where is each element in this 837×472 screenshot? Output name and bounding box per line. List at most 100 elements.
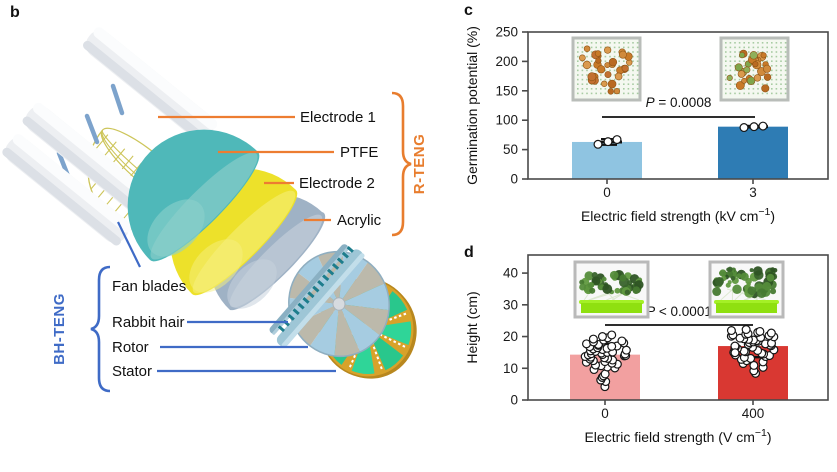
brush-tooth: [297, 302, 305, 310]
plants-inset-image: [708, 260, 785, 319]
grid-dot: [600, 88, 602, 90]
plant-foliage: [730, 276, 736, 281]
grid-dot: [627, 88, 630, 90]
plot-frame: [527, 31, 829, 180]
grid-dot: [581, 42, 584, 44]
grid-dot: [780, 69, 782, 72]
rod-body: [5, 137, 129, 243]
grid-dot: [780, 78, 782, 81]
brush-tooth: [341, 251, 349, 259]
grid-dot: [784, 69, 787, 72]
grid-dot: [738, 60, 741, 62]
grid-dot: [780, 92, 782, 95]
grid-dot: [725, 46, 727, 49]
x-title-sup: −1: [755, 427, 767, 439]
device-exploded-diagram: Electrode 1 PTFE Electrode 2 Acrylic R-T…: [2, 30, 428, 393]
grid-dot: [766, 42, 768, 44]
grid-dot: [577, 65, 579, 67]
grid-dot: [743, 92, 745, 95]
grid-dot: [757, 42, 759, 44]
grid-dot: [636, 74, 639, 76]
connector: [110, 83, 125, 116]
grid-dot: [761, 78, 764, 81]
grid-dot: [586, 83, 588, 85]
grid-dot: [581, 92, 584, 95]
seed-dot: [608, 57, 618, 67]
grid-dot: [590, 42, 593, 44]
rotor-wedge: [293, 304, 339, 346]
grid-dot: [609, 42, 611, 44]
y-tick-label: 30: [503, 297, 518, 312]
grid-dot: [775, 55, 778, 58]
grid-dot: [618, 55, 620, 58]
grid-dot: [761, 42, 764, 44]
x-tick-label: 3: [749, 185, 757, 200]
grid-dot: [600, 42, 602, 44]
tray-body: [716, 303, 777, 313]
grid-dot: [636, 46, 639, 49]
grid-dot: [577, 88, 579, 90]
data-point: [741, 325, 751, 335]
grid-dot: [577, 42, 579, 44]
grid-dot: [618, 60, 620, 62]
grid-dot: [729, 83, 732, 85]
rabbit-hair-brush: [276, 246, 365, 349]
seed-dot: [614, 72, 623, 81]
grid-dot: [613, 92, 616, 95]
y-axis-title: Germination potential (%): [464, 26, 480, 185]
plant-foliage: [740, 272, 749, 281]
grid-dot: [595, 42, 597, 44]
grid-dot: [577, 83, 579, 85]
y-tick-label: 40: [503, 266, 518, 281]
y-tick-label: 100: [495, 113, 518, 128]
grid-dot: [775, 51, 778, 53]
data-point: [603, 137, 613, 147]
grid-dot: [627, 46, 630, 49]
grid-dot: [729, 46, 732, 49]
grid-dot: [780, 60, 782, 62]
y-axis-title: Height (cm): [464, 291, 480, 363]
grid-dot: [623, 88, 625, 90]
data-point: [758, 121, 768, 131]
p-value: = 0.0008: [655, 95, 712, 110]
grid-dot: [743, 65, 745, 67]
r-teng-brace: [391, 91, 412, 237]
seed-dot: [749, 51, 758, 60]
plant-foliage: [591, 278, 598, 284]
brush-tooth: [277, 325, 286, 333]
grid-dot: [600, 83, 602, 85]
y-tick-label: 200: [495, 54, 518, 69]
grid-dot: [775, 83, 778, 85]
grid-dot: [757, 92, 759, 95]
plant-foliage: [619, 274, 627, 282]
seed-dot: [741, 77, 747, 84]
grid-dot: [623, 74, 625, 76]
data-point: [597, 332, 607, 342]
panel-label-d: d: [464, 244, 474, 261]
label-electrode2: Electrode 2: [299, 175, 375, 192]
grid-dot: [590, 88, 593, 90]
data-point: [739, 123, 749, 133]
label-electrode1: Electrode 1: [300, 109, 376, 126]
brush-tooth: [326, 268, 335, 276]
grid-dot: [748, 92, 750, 95]
grid-dot: [725, 74, 727, 76]
data-point: [621, 345, 631, 355]
grid-dot: [577, 51, 579, 53]
grid-dot: [636, 55, 639, 58]
seed-dot: [613, 88, 621, 95]
grid-dot: [577, 92, 579, 95]
x-axis-title: Electric field strength (V cm−1): [584, 427, 771, 445]
grid-dot: [780, 42, 782, 44]
grid-dot: [734, 88, 736, 90]
seed-dot: [763, 73, 772, 81]
plant-foliage: [725, 282, 731, 288]
brush-tooth: [317, 279, 325, 287]
grid-dot: [761, 46, 764, 49]
rotor-wedge: [339, 304, 389, 336]
seed-dot: [604, 71, 612, 78]
grid-dot: [632, 83, 634, 85]
grid-dot: [761, 51, 764, 53]
dome-sheen: [189, 239, 243, 293]
grid-dot: [604, 69, 607, 72]
